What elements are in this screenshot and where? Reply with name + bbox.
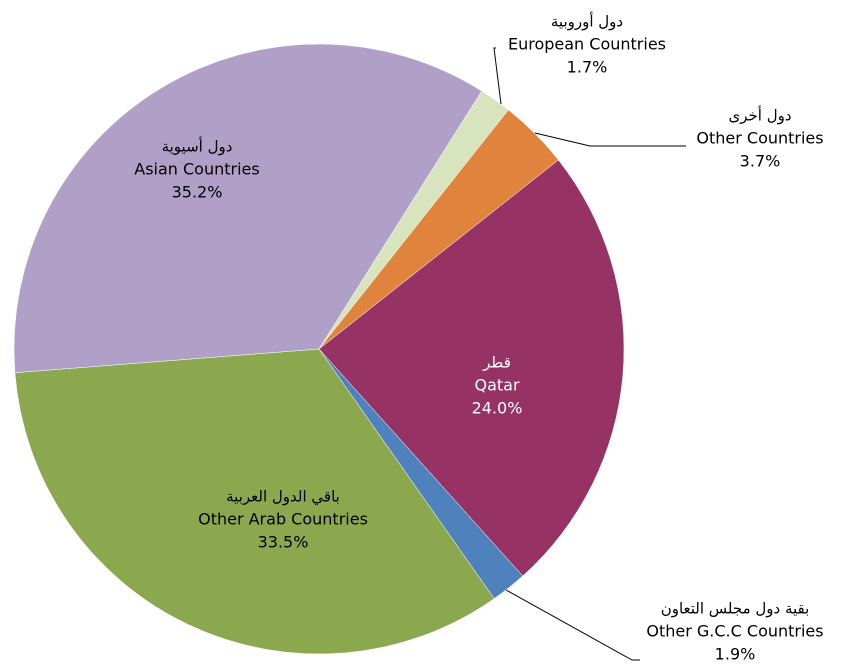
label-arabic: دول أوروبية	[551, 12, 623, 31]
value-label: 1.9%	[715, 645, 756, 664]
label-arabic: دول أسيوية	[162, 137, 233, 156]
label-arabic: بقية دول مجلس التعاون	[661, 600, 810, 618]
value-label: 33.5%	[258, 533, 309, 552]
leader-line	[493, 47, 502, 105]
label-english: Other Arab Countries	[198, 510, 368, 529]
leader-line	[534, 132, 686, 147]
label-english: Other G.C.C Countries	[646, 622, 823, 641]
label-english: Asian Countries	[134, 160, 259, 179]
pie-slice	[318, 109, 559, 350]
value-label: 35.2%	[172, 183, 223, 202]
value-label: 3.7%	[740, 152, 781, 171]
pie-slice	[318, 159, 625, 577]
value-label: 1.7%	[567, 58, 608, 77]
leader-line	[505, 589, 640, 661]
label-arabic: دول أخرى	[728, 106, 791, 125]
pie-slice	[13, 43, 483, 373]
label-arabic: قطر	[482, 354, 511, 372]
pie-slice	[14, 348, 495, 655]
label-english: Other Countries	[696, 129, 823, 148]
label-arabic: باقي الدول العربية	[226, 488, 340, 507]
value-label: 24.0%	[472, 399, 523, 418]
label-english: European Countries	[508, 35, 666, 54]
label-english: Qatar	[474, 376, 519, 395]
